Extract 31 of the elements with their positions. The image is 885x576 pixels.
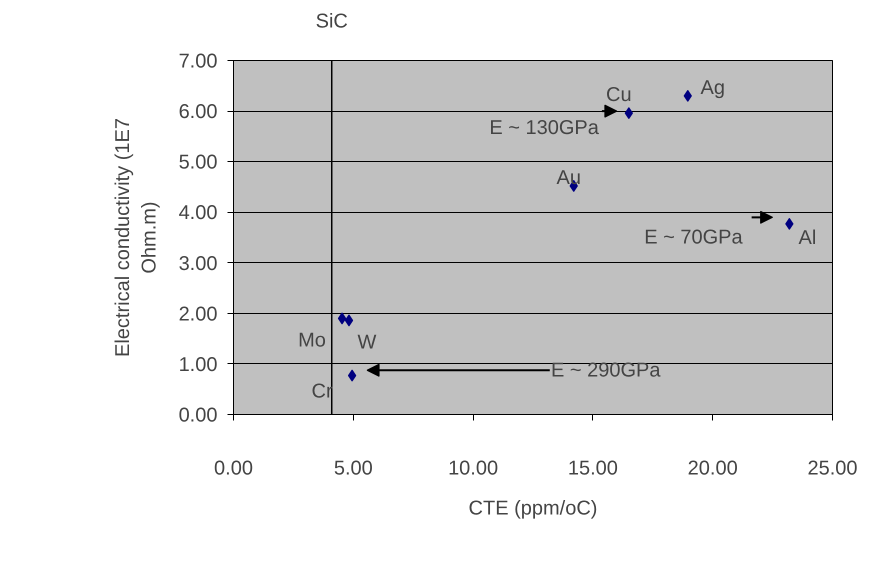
annotation: Au: [556, 166, 581, 189]
x-axis-title: CTE (ppm/oC): [468, 498, 598, 520]
annotation: Ag: [700, 76, 726, 99]
y-tick-label: 1.00: [178, 354, 218, 376]
y-tick-label: 5.00: [178, 152, 218, 174]
annotation: E ~ 70GPa: [644, 226, 744, 248]
x-tick-label: 10.00: [448, 458, 498, 480]
point: [624, 107, 634, 120]
y-tick-label: 0.00: [178, 404, 218, 426]
y-tick-label: 3.00: [178, 252, 218, 275]
annotation: E ~ 290GPa: [550, 359, 662, 382]
y-tick-label: 4.00: [178, 202, 218, 224]
annotation: Cu: [606, 84, 632, 106]
point: [344, 314, 354, 326]
y-tick-label: 2.00: [178, 303, 218, 326]
x-tick-label: 0.00: [214, 458, 253, 480]
point: [338, 312, 346, 324]
point: [785, 218, 794, 230]
y-axis-title: Electrical conductivity (1E7 Ohm.m): [112, 118, 161, 357]
x-tick-label: 25.00: [807, 458, 858, 480]
point: [348, 370, 356, 382]
x-tick-label: 15.00: [568, 458, 618, 480]
annotation: Mo: [298, 329, 326, 352]
annotation: W: [358, 331, 377, 354]
annotation: Al: [798, 226, 816, 249]
y-tick-label: 7.00: [178, 50, 218, 72]
y-tick-label: 6.00: [178, 101, 218, 124]
annotation: E ~ 130GPa: [489, 116, 600, 139]
x-tick-label: 5.00: [334, 458, 373, 480]
x-tick-label: 20.00: [688, 458, 738, 480]
ref-line-label: SiC: [316, 10, 348, 32]
